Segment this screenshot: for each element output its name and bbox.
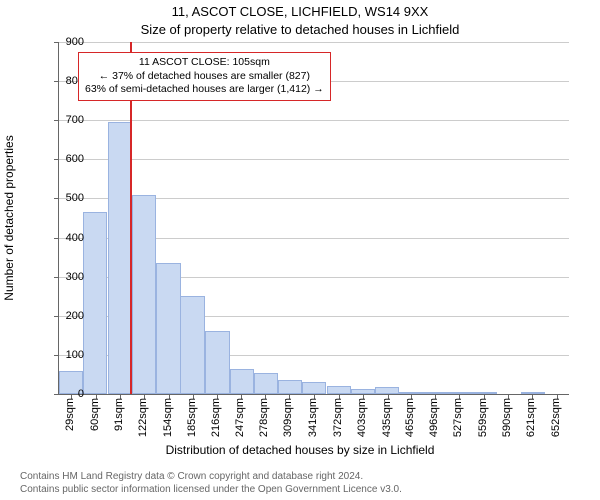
annotation-line2: ← 37% of detached houses are smaller (82… [85, 70, 324, 84]
ytick-label: 400 [48, 232, 84, 244]
x-axis-label: Distribution of detached houses by size … [0, 443, 600, 457]
xtick-label: 652sqm [550, 398, 562, 437]
gridline [59, 42, 569, 43]
xtick-label: 372sqm [332, 398, 344, 437]
ytick-label: 300 [48, 271, 84, 283]
histogram-bar [302, 382, 326, 394]
chart-title-address: 11, ASCOT CLOSE, LICHFIELD, WS14 9XX [0, 4, 600, 19]
histogram-bar [205, 331, 229, 394]
ytick-label: 900 [48, 36, 84, 48]
annotation-line1: 11 ASCOT CLOSE: 105sqm [85, 56, 324, 70]
xtick-label: 247sqm [234, 398, 246, 437]
xtick-label: 29sqm [64, 398, 76, 431]
histogram-bar [230, 369, 254, 394]
xtick-label: 590sqm [501, 398, 513, 437]
chart-title-subtitle: Size of property relative to detached ho… [0, 22, 600, 37]
histogram-bar [278, 380, 302, 394]
chart-container: { "chart": { "type": "histogram", "title… [0, 0, 600, 500]
histogram-bar [327, 386, 351, 394]
ytick-label: 500 [48, 192, 84, 204]
xtick-label: 435sqm [381, 398, 393, 437]
xtick-label: 216sqm [210, 398, 222, 437]
ytick-label: 200 [48, 310, 84, 322]
xtick-label: 496sqm [428, 398, 440, 437]
histogram-bar [83, 212, 107, 394]
xtick-label: 309sqm [282, 398, 294, 437]
gridline [59, 159, 569, 160]
ytick-label: 600 [48, 153, 84, 165]
footer-line2: Contains public sector information licen… [20, 484, 402, 497]
ytick-label: 700 [48, 114, 84, 126]
gridline [59, 120, 569, 121]
annotation-line3: 63% of semi-detached houses are larger (… [85, 83, 324, 97]
ytick-label: 100 [48, 349, 84, 361]
histogram-bar [448, 392, 472, 394]
histogram-bar [156, 263, 180, 394]
xtick-label: 185sqm [186, 398, 198, 437]
footer-line1: Contains HM Land Registry data © Crown c… [20, 471, 402, 484]
xtick-label: 403sqm [356, 398, 368, 437]
xtick-label: 527sqm [452, 398, 464, 437]
y-axis-label: Number of detached properties [2, 135, 16, 300]
xtick-label: 60sqm [89, 398, 101, 431]
xtick-label: 91sqm [113, 398, 125, 431]
xtick-label: 341sqm [307, 398, 319, 437]
xtick-label: 559sqm [477, 398, 489, 437]
footer-attribution: Contains HM Land Registry data © Crown c… [20, 471, 402, 496]
histogram-bar [254, 373, 278, 395]
xtick-label: 621sqm [525, 398, 537, 437]
xtick-label: 465sqm [404, 398, 416, 437]
histogram-bar [180, 296, 204, 394]
xtick-label: 278sqm [258, 398, 270, 437]
histogram-bar [132, 195, 156, 394]
xtick-label: 122sqm [137, 398, 149, 437]
annotation-box: 11 ASCOT CLOSE: 105sqm← 37% of detached … [78, 52, 331, 101]
xtick-label: 154sqm [162, 398, 174, 437]
histogram-bar [375, 387, 399, 394]
